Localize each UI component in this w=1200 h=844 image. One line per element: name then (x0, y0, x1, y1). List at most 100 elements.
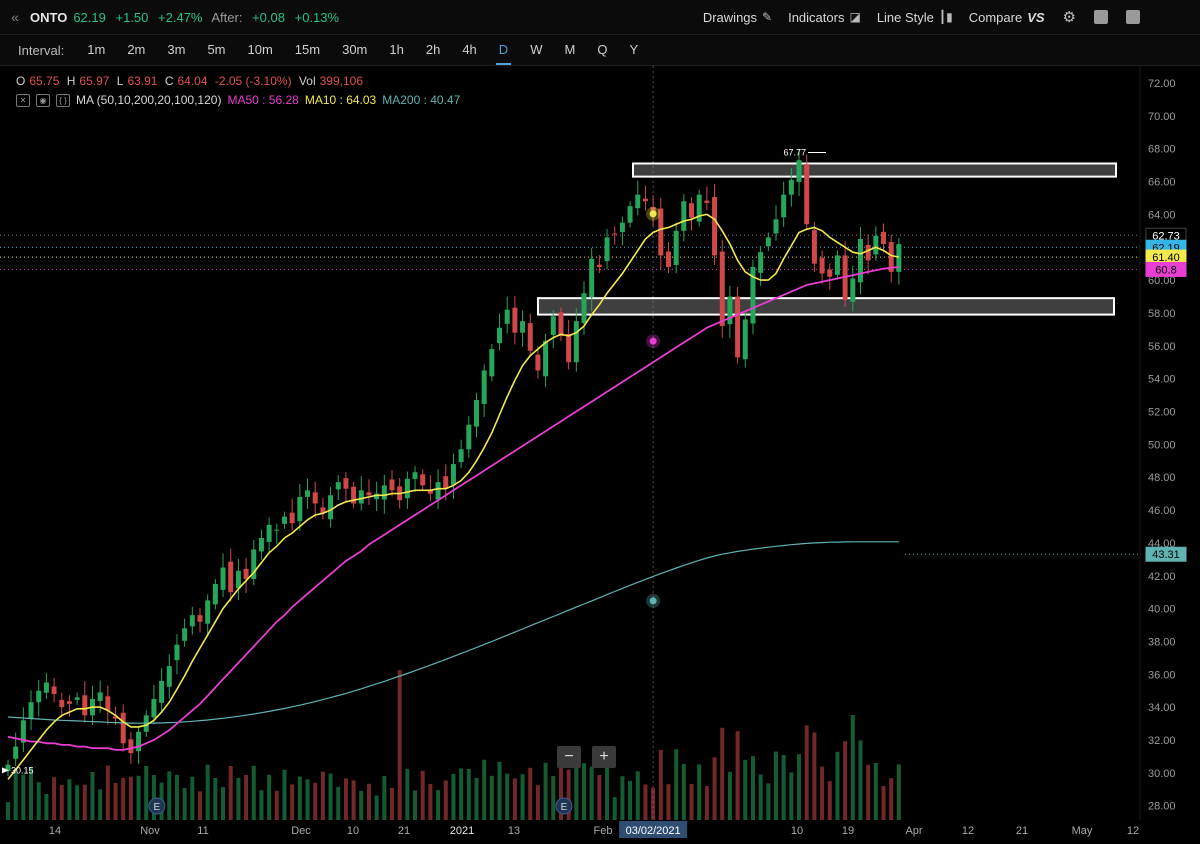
volume-bar (382, 776, 387, 820)
volume-bar (174, 774, 179, 820)
settings-icon[interactable]: ⚙ (1062, 9, 1076, 26)
interval-m[interactable]: M (564, 42, 576, 57)
y-tick-label: 46.00 (1148, 505, 1176, 517)
candle-body (435, 482, 441, 500)
braces-icon[interactable]: { } (56, 93, 70, 107)
earnings-marker-label: E (561, 802, 568, 813)
volume-bar (282, 769, 287, 820)
volume-bar (566, 769, 571, 820)
line-style-button[interactable]: Line Style ┃▮ (877, 10, 953, 25)
zoom-in-button[interactable]: + (592, 746, 616, 768)
volume-bar (482, 759, 487, 820)
interval-3m[interactable]: 3m (167, 42, 186, 57)
x-tick-label: 21 (1016, 825, 1028, 837)
volume-value: 399,106 (319, 74, 363, 88)
candle-body (381, 485, 387, 500)
interval-15m[interactable]: 15m (294, 42, 321, 57)
volume-bar (666, 784, 671, 820)
close-label: C (164, 74, 174, 88)
volume-bar (735, 731, 740, 820)
drawings-button[interactable]: Drawings ✎ (703, 10, 772, 25)
volume-bar (336, 786, 341, 820)
compare-button[interactable]: Compare VS (969, 10, 1045, 25)
volume-bar (205, 764, 210, 820)
change-value-legend: -2.05 (-3.10%) (214, 74, 292, 88)
price-label-text: 62.73 (1152, 230, 1180, 242)
volume-bar (351, 780, 356, 820)
x-tick-label: 13 (508, 825, 520, 837)
volume-bar (90, 772, 95, 820)
high-annotation-label: 67.77 (783, 147, 806, 157)
candle-body (497, 327, 503, 344)
candle-body (366, 492, 372, 496)
interval-d[interactable]: D (492, 35, 515, 65)
volume-bar (674, 749, 679, 820)
interval-5m[interactable]: 5m (207, 42, 226, 57)
window-copy-icon[interactable] (1126, 10, 1140, 24)
interval-2h[interactable]: 2h (425, 42, 441, 57)
candle-body (750, 266, 756, 324)
volume-bar (543, 762, 548, 820)
close-icon[interactable]: ✕ (16, 93, 30, 107)
eye-icon[interactable]: ◉ (36, 93, 50, 107)
maximize-icon[interactable] (1094, 10, 1108, 24)
y-tick-label: 66.00 (1148, 177, 1176, 189)
earnings-marker-icon[interactable] (555, 797, 573, 815)
volume-bar (313, 782, 318, 820)
candle-body (804, 164, 810, 225)
volume-bar (397, 670, 402, 820)
interval-4h[interactable]: 4h (462, 42, 477, 57)
resistance-zone[interactable] (537, 297, 1115, 316)
candle-body (773, 219, 779, 234)
interval-w[interactable]: W (530, 42, 543, 57)
resistance-zone[interactable] (632, 162, 1117, 178)
candle-body (665, 251, 671, 267)
volume-bar (113, 783, 118, 820)
volume-bar (558, 766, 563, 820)
price-label-text: 43.31 (1152, 549, 1180, 561)
interval-10m[interactable]: 10m (247, 42, 273, 57)
candle-body (589, 258, 595, 298)
interval-30m[interactable]: 30m (342, 42, 368, 57)
ma-study-label[interactable]: MA (50,10,200,20,100,120) (76, 93, 222, 107)
interval-1m[interactable]: 1m (87, 42, 106, 57)
ma200-marker (649, 597, 657, 605)
volume-bar (52, 777, 57, 820)
compare-vs-badge: VS (1027, 9, 1045, 25)
volume-bar (328, 773, 333, 820)
candle-body (220, 567, 226, 590)
volume-bar (658, 750, 663, 820)
volume-bar (704, 786, 709, 820)
candle-body (51, 686, 57, 695)
candle-body (36, 690, 42, 703)
interval-q[interactable]: Q (597, 42, 608, 57)
volume-bar (896, 764, 901, 820)
volume-bar (420, 770, 425, 820)
x-tick-label: Nov (140, 825, 160, 837)
volume-bar (259, 790, 264, 820)
volume-bar (98, 789, 103, 820)
double-chevron-left-icon[interactable]: « (11, 9, 19, 25)
ma200-value: MA200 : 40.47 (382, 93, 461, 107)
interval-y[interactable]: Y (629, 42, 639, 57)
interval-1h[interactable]: 1h (389, 42, 404, 57)
symbol-label[interactable]: ONTO (30, 9, 68, 25)
volume-bar (766, 783, 771, 820)
ma50-marker (649, 337, 657, 345)
indicators-button[interactable]: Indicators ◪ (788, 10, 861, 25)
candle-body (404, 478, 410, 499)
candle-body (504, 309, 510, 324)
volume-bar (413, 790, 418, 820)
volume-bar (297, 776, 302, 820)
interval-2m[interactable]: 2m (127, 42, 146, 57)
volume-bar (520, 774, 525, 820)
quote-header: « ONTO 62.19 +1.50 +2.47% After: +0.08 +… (0, 0, 1200, 35)
volume-bar (428, 784, 433, 820)
candle-body (819, 257, 825, 274)
zoom-out-button[interactable]: − (557, 746, 581, 768)
volume-bar (689, 784, 694, 820)
candle-body (136, 731, 142, 752)
volume-bar (605, 765, 610, 820)
earnings-marker-icon[interactable] (148, 797, 166, 815)
